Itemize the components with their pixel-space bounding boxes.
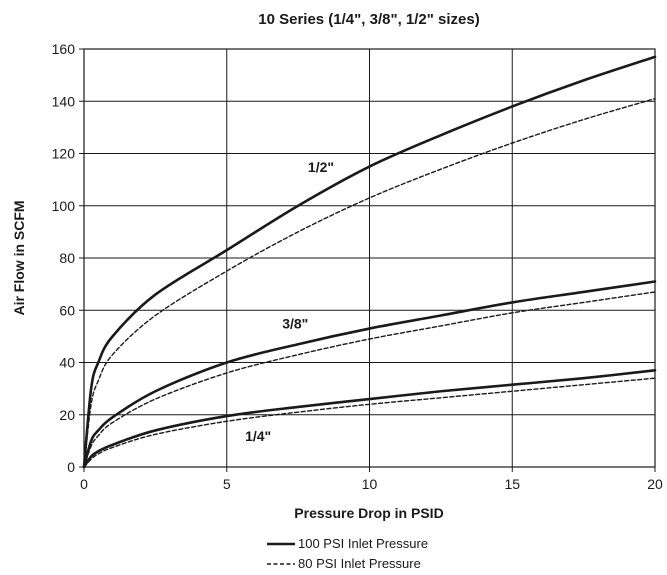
series-group bbox=[82, 55, 657, 469]
y-tick-label: 140 bbox=[52, 93, 76, 109]
chart-title: 10 Series (1/4", 3/8", 1/2" sizes) bbox=[258, 11, 479, 28]
y-tick-label: 20 bbox=[59, 407, 75, 423]
x-tick-label: 5 bbox=[223, 476, 231, 492]
y-axis-ticks: 0 20 40 60 80 100 120 140 160 bbox=[52, 41, 84, 475]
x-tick-label: 20 bbox=[647, 476, 663, 492]
series-line-1-4-100psi bbox=[82, 369, 657, 469]
legend-label: 80 PSI Inlet Pressure bbox=[298, 556, 421, 571]
series-line-1-2-80psi bbox=[83, 97, 656, 468]
y-tick-label: 120 bbox=[52, 146, 76, 162]
y-axis-label: Air Flow in SCFM bbox=[11, 200, 27, 315]
series-line-3-8-80psi bbox=[83, 291, 656, 468]
x-axis-label: Pressure Drop in PSID bbox=[294, 505, 443, 521]
y-tick-label: 60 bbox=[59, 302, 75, 318]
x-tick-label: 10 bbox=[362, 476, 378, 492]
y-tick-label: 0 bbox=[67, 459, 75, 475]
y-tick-label: 100 bbox=[52, 198, 76, 214]
series-line-3-8-100psi bbox=[82, 280, 657, 469]
y-tick-label: 80 bbox=[59, 250, 75, 266]
curve-labels: 1/2" 3/8" 1/4" bbox=[245, 159, 334, 444]
x-tick-label: 15 bbox=[504, 476, 520, 492]
curve-label: 1/2" bbox=[308, 159, 334, 175]
y-tick-label: 160 bbox=[52, 41, 76, 57]
curve-label: 1/4" bbox=[245, 428, 271, 444]
x-axis-ticks: 0 5 10 15 20 bbox=[80, 467, 663, 492]
series-line-1-2-100psi bbox=[82, 55, 657, 469]
x-tick-label: 0 bbox=[80, 476, 88, 492]
y-tick-label: 40 bbox=[59, 355, 75, 371]
legend: 100 PSI Inlet Pressure 80 PSI Inlet Press… bbox=[267, 536, 428, 571]
legend-label: 100 PSI Inlet Pressure bbox=[298, 536, 428, 551]
curve-label: 3/8" bbox=[282, 316, 308, 332]
series-line-1-4-80psi bbox=[83, 377, 656, 468]
